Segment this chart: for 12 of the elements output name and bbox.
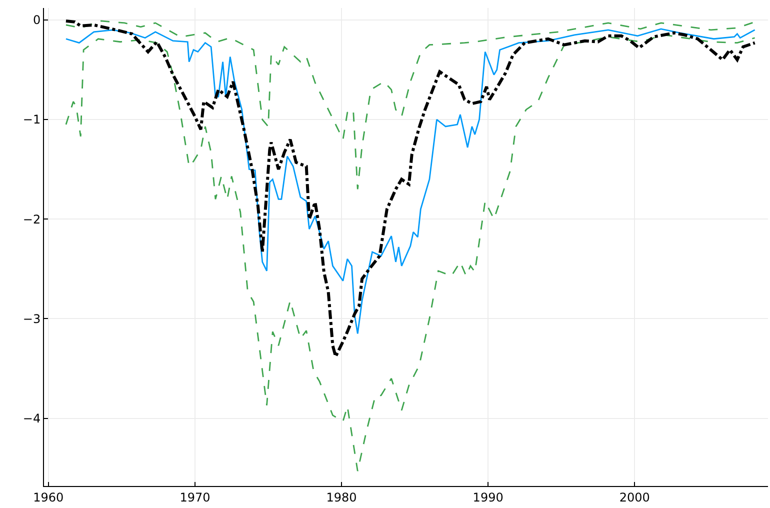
x-tick-label: 1970 (180, 490, 210, 504)
y-tick-label: −4 (22, 411, 41, 426)
y-tick-label: −3 (22, 312, 41, 326)
line-series (65, 34, 756, 472)
y-tick-label: 0 (32, 13, 41, 28)
x-tick-label: 1960 (33, 490, 64, 504)
x-tick-label: 2000 (619, 490, 650, 504)
y-tick-label: −2 (22, 212, 41, 226)
y-tick-label: −1 (22, 112, 41, 127)
line-series (65, 20, 756, 190)
x-tick-label: 1990 (472, 490, 504, 504)
x-tick-label: 1980 (326, 490, 357, 504)
